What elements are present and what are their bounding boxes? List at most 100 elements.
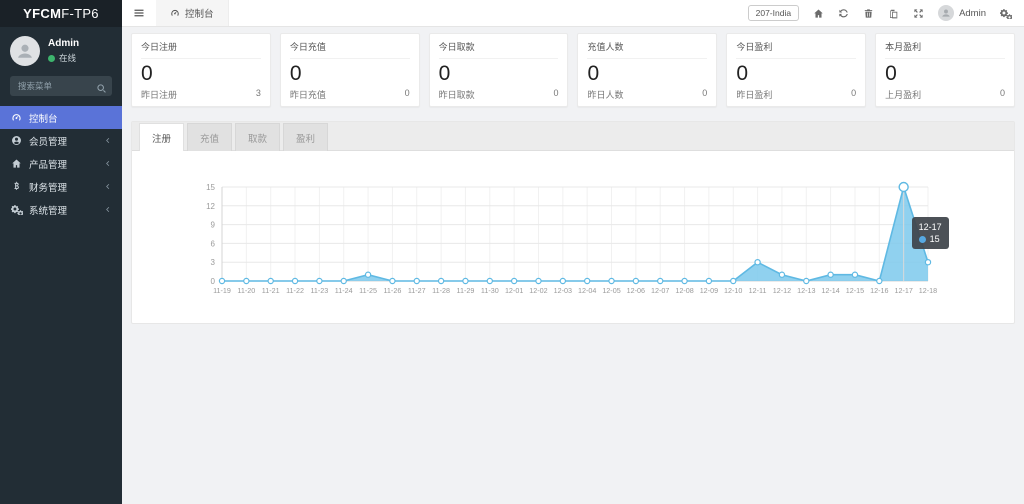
tachometer-icon — [10, 112, 23, 123]
money-icon — [10, 181, 23, 192]
search-icon[interactable] — [96, 80, 107, 98]
svg-text:12-07: 12-07 — [651, 286, 669, 295]
svg-text:11-21: 11-21 — [262, 286, 280, 295]
tab-dashboard-label: 控制台 — [185, 9, 214, 20]
svg-text:15: 15 — [206, 183, 215, 192]
svg-text:12-17: 12-17 — [894, 286, 912, 295]
sidebar-user-panel: Admin 在线 — [0, 27, 122, 73]
sidebar-item-label: 系统管理 — [29, 205, 68, 217]
tab-recharge[interactable]: 充值 — [187, 123, 233, 151]
tab-withdraw[interactable]: 取款 — [235, 123, 281, 151]
search-input[interactable] — [10, 76, 112, 96]
card-value: 0 — [438, 62, 451, 85]
home-icon — [10, 158, 23, 169]
svg-text:12-11: 12-11 — [749, 286, 767, 295]
online-status-icon — [48, 54, 55, 62]
svg-text:12-12: 12-12 — [773, 286, 791, 295]
stat-card-profit-today: 今日盈利 0 昨日盈利 0 — [726, 33, 867, 107]
sidebar-item-system[interactable]: 系统管理 — [0, 198, 122, 221]
user-avatar-small — [938, 5, 955, 21]
tab-dashboard[interactable]: 控制台 — [156, 0, 229, 26]
sidebar: YFCMF-TP6 Admin 在线 控制台 会员管理 产品管理 财务管理 — [0, 0, 122, 504]
card-title: 今日注册 — [141, 40, 261, 59]
card-value: 0 — [885, 62, 897, 85]
svg-text:12-06: 12-06 — [627, 286, 645, 295]
user-circle-icon — [10, 135, 23, 146]
svg-text:11-30: 11-30 — [481, 286, 499, 295]
svg-text:11-28: 11-28 — [432, 286, 450, 295]
card-sub-value: 0 — [999, 88, 1005, 98]
sidebar-nav: 控制台 会员管理 产品管理 财务管理 系统管理 — [0, 106, 122, 221]
home-button[interactable] — [813, 8, 824, 19]
card-title: 今日盈利 — [736, 40, 857, 59]
chevron-left-icon — [103, 158, 112, 169]
card-sub-label: 昨日人数 — [587, 90, 624, 100]
settings-button[interactable] — [1000, 8, 1012, 19]
stat-card-register-today: 今日注册 0 昨日注册 3 — [131, 33, 271, 107]
sidebar-item-label: 控制台 — [29, 113, 58, 125]
sidebar-item-members[interactable]: 会员管理 — [0, 129, 122, 152]
sidebar-item-products[interactable]: 产品管理 — [0, 152, 122, 175]
card-value: 0 — [736, 62, 748, 85]
clear-cache-button[interactable] — [888, 8, 899, 19]
topbar-actions: 207-India Admin — [747, 0, 1024, 26]
user-menu[interactable]: Admin — [938, 5, 986, 21]
tab-register[interactable]: 注册 — [139, 123, 185, 151]
chevron-left-icon — [103, 204, 112, 215]
app-logo-rest: F-TP6 — [61, 6, 99, 21]
svg-text:12-13: 12-13 — [797, 286, 815, 295]
fullscreen-button[interactable] — [913, 8, 924, 19]
stat-card-profit-month: 本月盈利 0 上月盈利 0 — [875, 33, 1015, 107]
svg-text:12-02: 12-02 — [529, 286, 547, 295]
svg-text:11-23: 11-23 — [310, 286, 328, 295]
user-name: Admin — [48, 38, 80, 49]
svg-text:12-16: 12-16 — [870, 286, 888, 295]
sidebar-item-dashboard[interactable]: 控制台 — [0, 106, 122, 129]
sidebar-item-label: 产品管理 — [29, 159, 68, 171]
sidebar-item-finance[interactable]: 财务管理 — [0, 175, 122, 198]
card-title: 今日充值 — [289, 40, 410, 59]
svg-text:12-03: 12-03 — [554, 286, 572, 295]
card-sub-value: 3 — [255, 88, 261, 98]
tab-profit[interactable]: 盈利 — [283, 123, 329, 151]
card-title: 充值人数 — [587, 40, 708, 59]
card-sub-label: 昨日取款 — [438, 90, 475, 100]
trend-panel: 注册 充值 取款 盈利 0 3 6 9 12 15 11-19 11-20 11-21 11-22… — [131, 121, 1015, 324]
user-status: 在线 — [59, 53, 77, 63]
sidebar-toggle-button[interactable] — [122, 0, 156, 26]
card-title: 本月盈利 — [885, 40, 1005, 59]
card-title: 今日取款 — [438, 40, 559, 59]
card-sub-label: 昨日充值 — [289, 90, 326, 100]
refresh-button[interactable] — [838, 8, 849, 19]
svg-text:12-05: 12-05 — [602, 286, 620, 295]
svg-text:12-15: 12-15 — [846, 286, 864, 295]
chevron-left-icon — [103, 181, 112, 192]
svg-text:12-18: 12-18 — [919, 286, 937, 295]
svg-text:11-20: 11-20 — [237, 286, 255, 295]
svg-text:3: 3 — [211, 258, 216, 267]
card-sub-value: 0 — [851, 88, 857, 98]
svg-text:12-04: 12-04 — [578, 286, 596, 295]
card-value: 0 — [289, 62, 302, 85]
trash-button[interactable] — [863, 8, 874, 19]
svg-text:0: 0 — [211, 277, 216, 286]
sidebar-item-label: 会员管理 — [29, 136, 68, 148]
chart-area[interactable]: 0 3 6 9 12 15 11-19 11-20 11-21 11-22 11-23 11-24 11… — [132, 151, 1014, 323]
card-sub-value: 0 — [702, 88, 708, 98]
trend-chart[interactable]: 0 3 6 9 12 15 11-19 11-20 11-21 11-22 11-23 11-24 11… — [132, 151, 1016, 323]
svg-text:11-25: 11-25 — [359, 286, 377, 295]
card-sub-label: 昨日盈利 — [736, 90, 773, 100]
svg-text:12: 12 — [206, 202, 215, 211]
region-badge[interactable]: 207-India — [747, 5, 800, 21]
svg-text:11-26: 11-26 — [383, 286, 401, 295]
svg-text:12-09: 12-09 — [700, 286, 718, 295]
svg-text:11-19: 11-19 — [213, 286, 231, 295]
svg-text:12-08: 12-08 — [675, 286, 693, 295]
svg-text:11-24: 11-24 — [335, 286, 353, 295]
app-logo-bold: YFCM — [23, 6, 62, 21]
card-sub-label: 上月盈利 — [885, 90, 922, 100]
svg-text:9: 9 — [211, 221, 216, 230]
svg-text:12-10: 12-10 — [724, 286, 742, 295]
stat-cards-row: 今日注册 0 昨日注册 3 今日充值 0 昨日充值 0 今日取款 0 昨日取款 0 充… — [131, 33, 1015, 107]
app-logo: YFCMF-TP6 — [0, 0, 122, 27]
